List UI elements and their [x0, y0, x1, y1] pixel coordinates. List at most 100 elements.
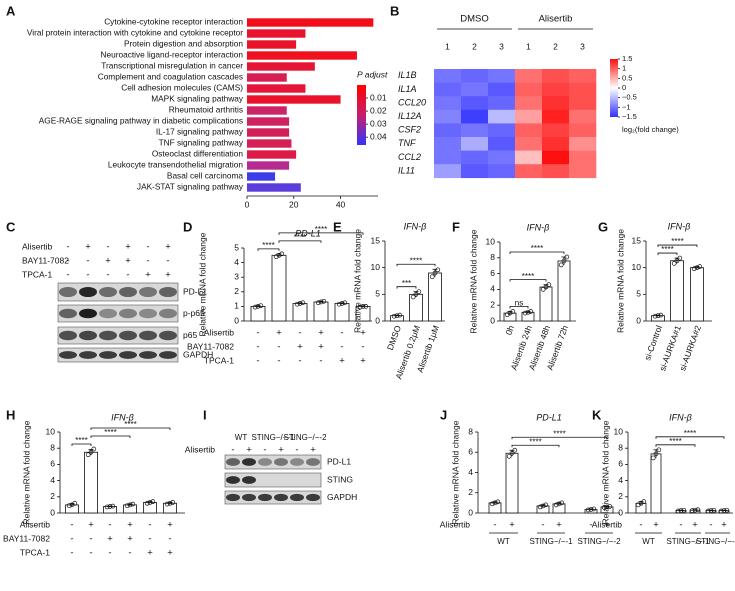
condition-sign: - — [66, 270, 69, 281]
condition-sign: - — [106, 270, 109, 281]
heatmap-cell — [515, 137, 543, 151]
panel-label: H — [6, 407, 15, 422]
data-point — [429, 274, 435, 280]
data-point — [641, 499, 647, 505]
condition-sign: - — [277, 342, 280, 353]
data-point — [691, 266, 697, 272]
chart-title: PD-L1 — [536, 412, 562, 422]
data-point — [124, 503, 130, 509]
condition-sign: - — [263, 445, 266, 456]
condition-label: BAY11-7082 — [3, 533, 50, 543]
colorbar-title: P adjust — [357, 69, 388, 79]
y-tick-label: 4 — [618, 475, 623, 485]
group-label: STING−/−-2 — [577, 537, 621, 546]
y-tick-label: 4 — [490, 284, 495, 294]
y-tick-label: 0 — [234, 315, 239, 325]
data-point — [694, 265, 700, 271]
y-tick-label: 5 — [375, 289, 380, 299]
data-point — [258, 303, 264, 309]
significance-bracket — [90, 427, 171, 431]
colorbar-title: log₂(fold change) — [622, 125, 679, 134]
heatmap-cell — [488, 69, 516, 83]
significance-label: **** — [410, 256, 422, 265]
blot-band — [274, 493, 288, 502]
category-label: Cytokine-cytokine receptor interaction — [104, 17, 243, 27]
blot-band — [79, 286, 97, 298]
category-label: TNF signaling pathway — [159, 138, 244, 148]
y-tick-label: 8 — [468, 426, 473, 436]
x-tick-label: 0h — [503, 324, 516, 337]
data-point — [674, 258, 680, 264]
y-tick-label: 15 — [632, 235, 642, 245]
panel-label: E — [333, 219, 342, 234]
bar — [247, 172, 276, 181]
data-point — [711, 507, 717, 513]
row-label: IL12A — [398, 111, 422, 121]
blot-band — [242, 493, 256, 502]
bar — [247, 51, 357, 60]
data-point — [506, 453, 512, 459]
group-label: STING−/−-1 — [529, 537, 573, 546]
data-point — [363, 304, 369, 309]
data-point — [543, 284, 549, 290]
condition-sign: - — [148, 520, 151, 531]
y-tick-label: 0 — [618, 507, 623, 517]
condition-sign: - — [108, 548, 111, 559]
data-point — [512, 447, 518, 453]
condition-sign: + — [105, 256, 111, 267]
blot-band — [79, 308, 97, 319]
category-label: Cell adhesion molecules (CAMS) — [121, 83, 243, 93]
data-point — [695, 507, 701, 513]
data-point — [300, 300, 306, 306]
category-label: Viral protein interaction with cytokine … — [27, 28, 243, 38]
chart-title: IFN-β — [404, 221, 427, 231]
condition-sign: - — [86, 270, 89, 281]
condition-sign: + — [604, 520, 610, 531]
condition-sign: - — [166, 256, 169, 267]
heatmap-cell — [434, 109, 462, 124]
data-point — [510, 309, 516, 314]
heatmap-cell — [515, 96, 543, 111]
data-point — [724, 507, 730, 513]
panel-label: B — [390, 3, 399, 18]
data-point — [394, 313, 400, 319]
condition-sign: + — [692, 520, 698, 531]
bar — [247, 117, 290, 126]
condition-sign: + — [125, 256, 131, 267]
heatmap-cell — [434, 164, 462, 179]
data-point — [150, 499, 156, 505]
column-label: 1 — [445, 41, 450, 51]
band-label: PD-L1 — [327, 456, 351, 466]
data-point — [85, 452, 91, 458]
colorbar-tick-label: 0.01 — [370, 92, 387, 102]
blot-band — [159, 286, 177, 298]
significance-bracket — [396, 263, 436, 267]
condition-label: BAY11-7082 — [22, 255, 69, 265]
y-axis-label: Relative mRNA fold change — [197, 232, 207, 336]
significance-label: **** — [529, 437, 541, 446]
data-point — [91, 446, 97, 452]
significance-bracket — [278, 240, 322, 243]
condition-sign: - — [108, 520, 111, 531]
heatmap-cell — [542, 96, 570, 111]
data-point — [342, 300, 348, 306]
data-point — [391, 313, 397, 319]
heatmap-cell — [461, 123, 489, 138]
blot-band — [226, 476, 240, 484]
significance-bracket — [511, 436, 608, 440]
condition-sign: - — [679, 520, 682, 531]
y-tick-label: 6 — [468, 447, 473, 457]
row-label: TNF — [398, 138, 416, 148]
heatmap-cell — [569, 109, 597, 124]
significance-bracket — [655, 436, 725, 439]
column-label: 1 — [526, 41, 531, 51]
heatmap-cell — [515, 109, 543, 124]
significance-label: **** — [661, 245, 673, 254]
data-point — [543, 502, 549, 508]
row-label: IL1B — [398, 70, 417, 80]
condition-sign: - — [168, 534, 171, 545]
category-label: Rheumatoid arthritis — [169, 105, 243, 115]
column-label: 3 — [580, 41, 585, 51]
condition-sign: - — [277, 356, 280, 367]
blot-band — [159, 330, 177, 341]
